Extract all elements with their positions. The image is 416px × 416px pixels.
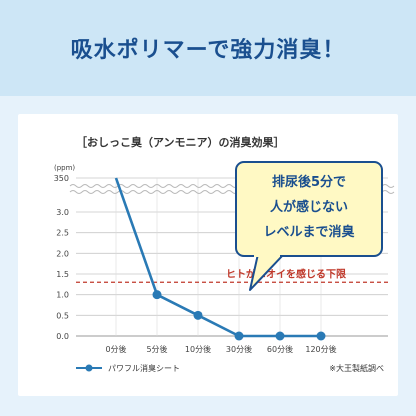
x-tick-label: 30分後 [226,344,252,354]
deodorizing-chart: ［おしっこ臭（アンモニア）の消臭効果］ (ppm) 0.0 0.5 1.0 1.5 2.… [54,135,395,373]
x-tick-label: 120分後 [305,344,336,354]
y-tick-labels: 0.0 0.5 1.0 1.5 2.0 2.5 3.0 350 [54,174,69,341]
series-polyline [114,177,321,338]
y-tick-label: 2.5 [56,229,69,238]
x-tick-label: 5分後 [146,344,167,354]
y-tick-label: 1.5 [56,270,69,279]
y-tick-label: 0.0 [56,332,69,341]
callout-line: 排尿後5分で [272,174,346,190]
x-tick-label: 10分後 [185,344,211,354]
headline-banner: 吸水ポリマーで強力消臭！ [0,0,416,96]
headline-text: 吸水ポリマーで強力消臭！ [70,38,346,63]
legend: パワフル消臭シート [76,363,180,373]
data-point [234,331,244,341]
y-tick-label: 0.5 [56,311,69,320]
legend-marker [85,364,93,372]
x-tick-labels: 0分後 5分後 10分後 30分後 60分後 120分後 [105,344,336,354]
y-unit-label: (ppm) [54,164,75,172]
threshold-label: ヒトがニオイを感じる下限 [226,267,347,280]
series-line [114,177,326,341]
data-point [152,290,162,300]
data-point [316,331,326,341]
x-tick-label: 60分後 [267,344,293,354]
data-point [275,331,285,341]
threshold-line: ヒトがニオイを感じる下限 [76,267,388,283]
chart-card: ［おしっこ臭（アンモニア）の消臭効果］ (ppm) 0.0 0.5 1.0 1.5 2.… [18,114,398,396]
source-note: ※大王製紙調べ [329,363,384,373]
x-tick-label: 0分後 [105,344,126,354]
legend-label: パワフル消臭シート [108,363,180,373]
y-tick-label: 1.0 [56,291,69,300]
data-point [193,310,203,320]
chart-title: ［おしっこ臭（アンモニア）の消臭効果］ [76,135,285,149]
callout-joint [254,252,280,257]
callout-box [235,161,383,257]
y-tick-label: 3.0 [56,208,69,217]
callout-line: レベルまで消臭 [263,224,354,240]
y-tick-label: 350 [54,174,69,183]
y-tick-label: 2.0 [56,249,69,258]
callout-line: 人が感じない [270,199,348,215]
